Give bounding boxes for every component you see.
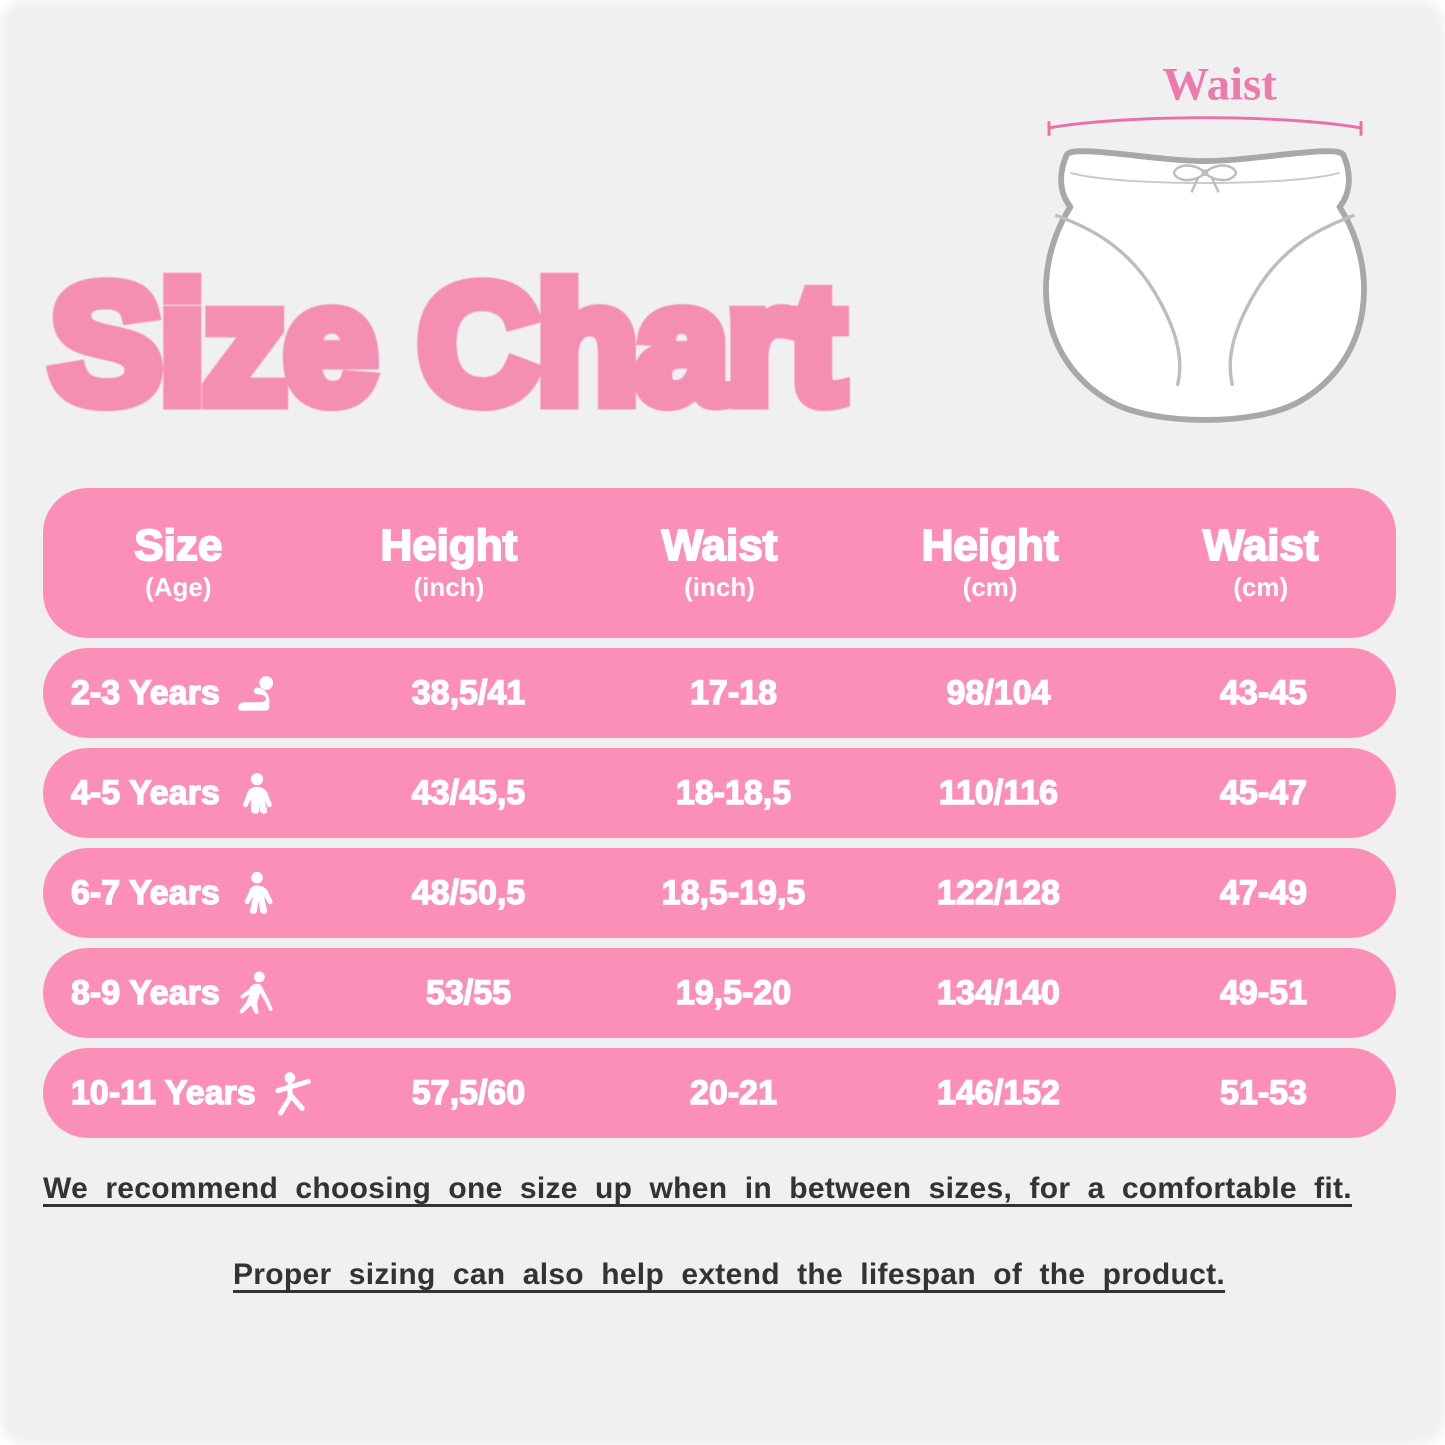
svg-text:Waist: Waist [1162, 59, 1277, 111]
